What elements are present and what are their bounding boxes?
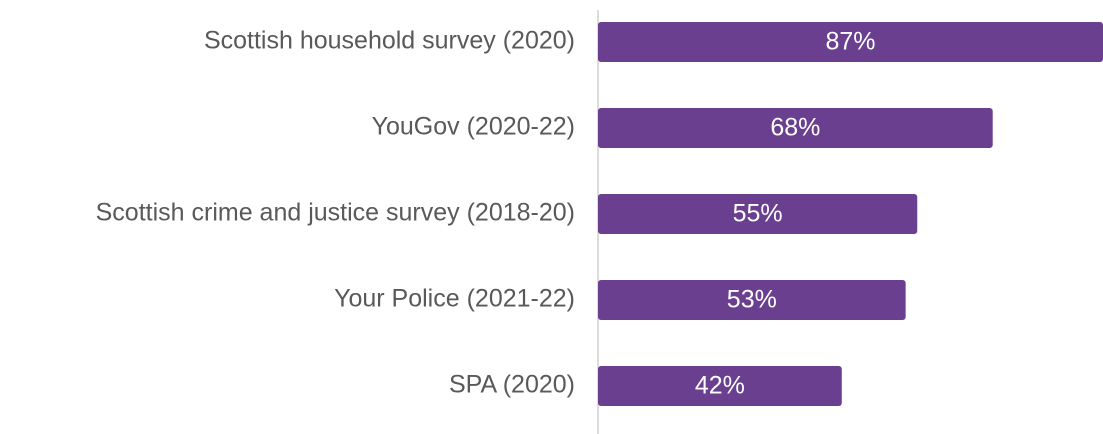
- bar: [598, 22, 1103, 62]
- category-label: SPA (2020): [449, 371, 575, 399]
- category-label: Scottish crime and justice survey (2018-…: [96, 199, 575, 227]
- value-label: 87%: [825, 28, 875, 56]
- value-label: 42%: [695, 372, 745, 400]
- bar: [598, 280, 906, 320]
- bar: [598, 194, 918, 234]
- category-label: YouGov (2020-22): [372, 113, 575, 141]
- value-label: 53%: [727, 286, 777, 314]
- value-label: 55%: [733, 200, 783, 228]
- bar: [598, 366, 842, 406]
- category-label: Your Police (2021-22): [334, 285, 575, 313]
- value-label: 68%: [770, 114, 820, 142]
- bar: [598, 108, 993, 148]
- category-label: Scottish household survey (2020): [204, 27, 575, 55]
